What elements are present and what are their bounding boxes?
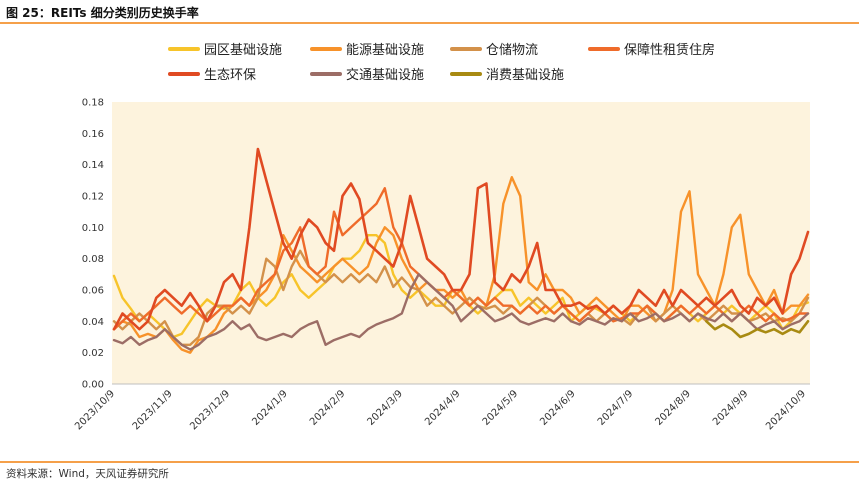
y-tick-label: 0.16	[82, 129, 104, 140]
x-tick-label: 2024/6/9	[538, 388, 578, 428]
legend-label: 仓储物流	[486, 43, 538, 58]
series-line	[705, 319, 810, 339]
x-tick-label: 2024/1/9	[250, 388, 290, 428]
y-tick-label: 0.14	[82, 160, 104, 171]
y-tick-label: 0.10	[82, 223, 104, 234]
legend-label: 交通基础设施	[346, 67, 424, 83]
y-tick-label: 0.08	[82, 254, 104, 265]
title-divider	[0, 22, 859, 24]
plot-area	[112, 102, 810, 384]
x-tick-label: 2023/12/9	[188, 388, 232, 432]
series-line	[112, 147, 810, 331]
legend-label: 园区基础设施	[204, 43, 282, 58]
y-tick-label: 0.12	[82, 192, 104, 203]
series-layer	[112, 147, 810, 354]
x-tick-label: 2024/8/9	[653, 388, 693, 428]
footer-divider	[0, 461, 859, 463]
x-tick-label: 2024/7/9	[596, 388, 636, 428]
y-axis: 0.00 0.02 0.04 0.06 0.08 0.10 0.12 0.14 0.16 0.18	[82, 98, 810, 391]
series-line	[112, 273, 810, 351]
x-tick-label: 2024/5/9	[481, 388, 521, 428]
series-line	[112, 186, 810, 331]
x-tick-label: 2024/2/9	[308, 388, 348, 428]
y-tick-label: 0.18	[82, 98, 104, 109]
x-tick-label: 2024/10/9	[764, 388, 808, 432]
legend-label: 保障性租赁住房	[624, 42, 715, 58]
y-tick-label: 0.00	[82, 380, 104, 391]
x-tick-label: 2024/3/9	[365, 388, 405, 428]
source-note: 资料来源：Wind，天风证券研究所	[6, 468, 169, 480]
x-tick-label: 2024/4/9	[423, 388, 463, 428]
legend-label: 生态环保	[204, 68, 256, 83]
x-tick-label: 2024/9/9	[711, 388, 751, 428]
x-tick-label: 2023/10/9	[73, 388, 117, 432]
y-tick-label: 0.06	[82, 286, 104, 297]
y-tick-label: 0.02	[82, 348, 104, 359]
figure-title: 图 25：REITs 细分类别历史换手率	[6, 6, 199, 20]
x-axis: 2023/10/9 2023/11/9 2023/12/9 2024/1/9 2024/…	[73, 388, 808, 432]
legend-label: 能源基础设施	[346, 43, 424, 58]
legend-label: 消费基础设施	[486, 68, 564, 83]
x-tick-label: 2023/11/9	[131, 388, 175, 432]
y-tick-label: 0.04	[82, 317, 104, 328]
